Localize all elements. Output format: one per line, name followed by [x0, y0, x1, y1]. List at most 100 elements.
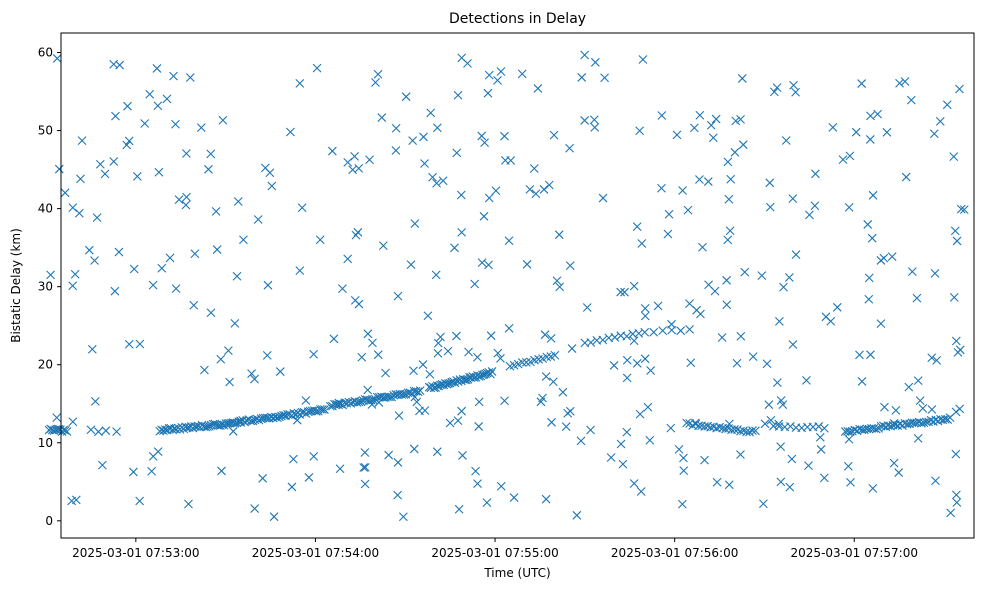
data-point: [956, 204, 966, 214]
y-tick-label: 50: [38, 124, 53, 138]
y-tick-label: 0: [45, 514, 53, 528]
data-point: [473, 479, 482, 489]
data-point: [816, 445, 826, 454]
data-point: [378, 241, 388, 251]
data-point: [452, 148, 462, 158]
data-point: [819, 423, 829, 433]
data-point: [373, 350, 383, 360]
data-point: [309, 451, 319, 461]
data-point: [772, 378, 782, 388]
data-point: [724, 194, 734, 204]
data-point: [295, 78, 305, 88]
data-point: [772, 83, 782, 93]
data-point: [723, 157, 733, 167]
y-tick-label: 40: [38, 202, 53, 216]
data-point: [643, 402, 653, 412]
data-point: [832, 302, 842, 312]
data-point: [90, 397, 100, 406]
data-point: [616, 287, 626, 297]
data-point: [554, 230, 564, 240]
data-point: [500, 156, 510, 165]
data-point: [181, 200, 191, 210]
data-point: [757, 271, 767, 280]
data-point: [267, 181, 277, 191]
data-point: [748, 426, 757, 435]
data-point: [493, 76, 502, 85]
data-point: [496, 67, 506, 76]
data-point: [787, 454, 797, 464]
data-point: [70, 269, 80, 279]
data-point: [250, 374, 259, 384]
data-point: [275, 367, 285, 376]
data-point: [951, 449, 961, 459]
data-point: [927, 353, 937, 363]
data-point: [762, 359, 772, 369]
data-point: [208, 419, 218, 429]
data-point: [182, 192, 191, 202]
data-point: [432, 178, 441, 188]
data-point: [636, 487, 646, 496]
data-point: [616, 439, 626, 449]
data-point: [533, 84, 543, 93]
data-point: [60, 188, 70, 198]
data-point: [706, 120, 716, 130]
data-point: [343, 158, 353, 167]
data-point: [232, 271, 242, 281]
data-point: [546, 333, 556, 343]
x-tick-label: 2025-03-01 07:55:00: [431, 546, 558, 560]
data-point: [95, 159, 105, 169]
data-point: [844, 434, 854, 444]
data-point: [100, 169, 110, 179]
data-point: [122, 140, 132, 150]
data-point: [887, 252, 897, 262]
data-point: [68, 203, 78, 213]
data-point: [356, 397, 366, 407]
data-point: [123, 101, 132, 111]
data-point: [929, 129, 939, 139]
data-point: [582, 303, 592, 312]
data-point: [443, 346, 453, 356]
data-point: [736, 331, 746, 341]
data-point: [218, 115, 228, 125]
data-point: [474, 397, 484, 407]
data-point: [458, 451, 467, 460]
data-point: [810, 201, 820, 211]
data-point: [622, 427, 632, 437]
data-point: [776, 442, 786, 452]
data-point: [157, 263, 167, 273]
data-point: [101, 426, 111, 436]
data-point: [482, 498, 492, 508]
data-point: [864, 273, 874, 283]
data-point: [111, 111, 120, 121]
data-point: [357, 352, 367, 362]
data-point: [484, 70, 494, 80]
data-point: [401, 92, 411, 102]
data-point: [409, 444, 419, 454]
data-point: [409, 366, 418, 376]
data-point: [666, 423, 676, 433]
data-point: [363, 385, 373, 395]
data-point: [384, 450, 394, 460]
data-point: [192, 422, 201, 431]
data-point: [906, 95, 916, 105]
data-point: [147, 466, 157, 476]
data-point: [233, 197, 243, 206]
data-point: [738, 140, 748, 150]
x-axis-label: Time (UTC): [483, 566, 550, 580]
data-point: [90, 256, 99, 265]
data-point: [950, 226, 960, 236]
data-point: [412, 397, 422, 407]
data-point: [737, 74, 747, 83]
data-point: [590, 123, 600, 132]
data-point: [952, 498, 962, 507]
data-point: [711, 114, 721, 124]
data-point: [565, 143, 574, 153]
data-point: [725, 226, 735, 236]
data-point: [736, 114, 745, 124]
data-point: [216, 421, 225, 430]
data-point: [751, 426, 760, 436]
data-point: [710, 286, 720, 296]
data-point: [637, 239, 647, 248]
data-point: [426, 108, 436, 118]
